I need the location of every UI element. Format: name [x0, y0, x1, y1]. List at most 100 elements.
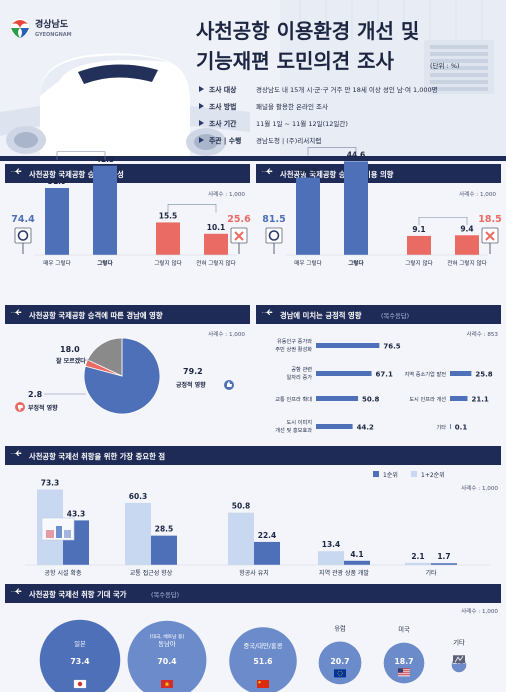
airplane-icon — [11, 309, 22, 315]
hbar-category-label: 주민 상권 활성화 — [275, 345, 312, 353]
hbar-value-label: 76.5 — [383, 343, 400, 351]
airplane-icon — [11, 450, 22, 456]
legend-swatch-1 — [373, 471, 379, 477]
hbar-category-label: 도시 이미지 — [286, 418, 312, 426]
bar-series-1 — [151, 535, 177, 565]
airplane-illustration — [0, 53, 250, 160]
bar-value-series-2: 73.3 — [41, 479, 60, 488]
section-title-sub: (복수응답) — [381, 312, 409, 320]
country-bubble — [127, 620, 207, 692]
country-flag-icon — [73, 679, 87, 689]
plane-shape — [262, 309, 273, 315]
plane-shape — [11, 450, 22, 456]
hbar — [316, 371, 372, 376]
flag-usa-stripe — [398, 674, 410, 676]
flag-vietnam-star — [164, 681, 170, 687]
bar-category-label: 기타 — [425, 569, 437, 577]
sign-circle — [17, 230, 29, 241]
legend-swatch-2 — [411, 471, 417, 477]
total-positive: 74.4 — [11, 214, 35, 225]
survey-info-row: 조사 방법 패널을 활용한 온라인 조사 — [199, 102, 328, 111]
bar — [204, 233, 228, 255]
thumbs-up-glyph — [227, 381, 232, 387]
section-title: 사천공항 국제공항 승격에 따른 경남에 영향 — [29, 311, 163, 320]
airplane-wing-right — [190, 106, 250, 132]
pie-slice-unknown — [87, 337, 123, 377]
section-header: 사천공항 국제공항 승격에 따른 경남에 영향 — [5, 305, 250, 324]
section-header-bar — [5, 584, 501, 603]
bar-value-series-2: 13.4 — [322, 540, 341, 549]
section-header-bar — [5, 446, 501, 465]
section-header: 사천공항 국제공항 승격 시 이용 의향 — [256, 164, 501, 183]
flag-eu — [334, 669, 346, 678]
section-title: 사천공항 국제공항 승격 필요성 — [29, 170, 124, 179]
board-row — [430, 80, 488, 84]
country-name: 기타 — [453, 638, 465, 647]
header-divider — [0, 156, 506, 161]
bar-value-series-1: 28.5 — [155, 525, 174, 534]
gyeongnam-logo: 경상남도 GYEONGNAM — [9, 17, 72, 39]
survey-info-label: 조사 대상 — [209, 85, 237, 94]
hbar-category-label: 지역 중소기업 발전 — [405, 370, 447, 378]
pie-label-negative: 부정적 영향 — [28, 404, 58, 412]
country-name: 유럽 — [334, 624, 346, 633]
country-name: 동남아 — [158, 639, 176, 648]
survey-info-value: 11월 1일 ~ 11월 12일(12일간) — [256, 119, 348, 128]
illustration-bag — [64, 530, 71, 538]
country-bubble — [383, 642, 425, 684]
hbar-value-label: 0.1 — [455, 424, 468, 432]
bar-category-label: 전혀 그렇지 않다 — [196, 259, 236, 267]
flag-china-star — [258, 681, 261, 684]
airplane-icon — [262, 309, 273, 315]
country-value: 51.6 — [253, 657, 272, 666]
hbar-category-label: 개선 및 홍보효과 — [275, 426, 312, 434]
country-flag-icon — [257, 680, 269, 688]
bar-category-label: 항공사 유치 — [239, 569, 269, 577]
hbar — [450, 371, 472, 376]
bar-series-2 — [228, 512, 254, 565]
arrow-icon — [199, 137, 204, 143]
airplane-icon — [11, 168, 22, 174]
bracket-negative — [167, 204, 217, 213]
bar-category-label: 교통 접근성 향상 — [130, 569, 173, 577]
bar-value-series-1: 22.4 — [258, 531, 277, 540]
circle-sign-icon — [265, 227, 283, 254]
survey-info-value: 경남도청 | (주)리서치랩 — [256, 136, 321, 145]
section-title: 경남에 미치는 긍정적 영향 — [280, 311, 362, 320]
country-value: 18.7 — [394, 657, 413, 666]
bar-value-series-1: 1.7 — [437, 552, 450, 561]
airplane-top-shade — [40, 55, 168, 96]
sample-size-label: 사례수 : 1,000 — [208, 330, 245, 338]
unit-label: (단위 : %) — [430, 61, 460, 70]
hbar-value-label: 44.2 — [357, 424, 374, 432]
board-row — [430, 73, 488, 77]
flag-usa-stripe — [398, 672, 410, 674]
hbar — [316, 343, 380, 348]
country-name: 일본 — [74, 639, 86, 648]
plane-shape — [11, 309, 22, 315]
section-title: 사천공항 국제공항 승격 시 이용 의향 — [280, 170, 394, 179]
bar — [45, 188, 69, 255]
section-title-sub: (복수응답) — [151, 591, 179, 599]
bar — [344, 161, 368, 255]
hbar-category-label: 기타 — [436, 423, 446, 431]
bar-value-series-2: 50.8 — [232, 502, 251, 511]
bar-category-label: 그렇다 — [348, 259, 364, 267]
bar-category-label: 공항 시설 확충 — [45, 569, 82, 577]
survey-info-label: 조사 기간 — [209, 119, 237, 128]
country-flag-icon — [453, 655, 465, 664]
hbar-category-label: 공항 관련 — [291, 365, 312, 373]
hbar-value-label: 21.1 — [471, 396, 488, 404]
bar-category-label: 매우 그렇다 — [294, 259, 322, 267]
hbar-value-label: 50.8 — [362, 396, 379, 404]
sample-size-label: 사례수 : 1,000 — [461, 484, 498, 492]
bar — [296, 177, 320, 255]
country-bubble — [318, 641, 362, 685]
bar-series-2 — [405, 562, 431, 565]
bar-category-label: 그렇지 않다 — [405, 259, 433, 267]
logo-mark-green — [11, 28, 20, 38]
section-header-bar — [256, 305, 501, 324]
country-flag-icon — [334, 669, 346, 678]
section-header: 경남에 미치는 긍정적 영향 (복수응답) — [256, 305, 501, 324]
